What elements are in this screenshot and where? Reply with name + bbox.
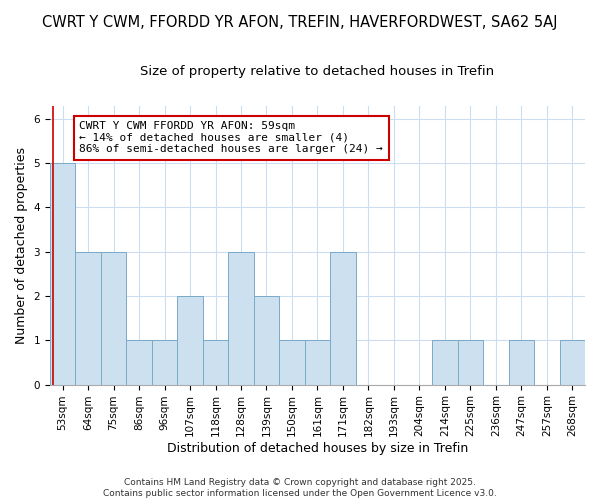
Bar: [50, 163, 76, 384]
Text: CWRT Y CWM FFORDD YR AFON: 59sqm
← 14% of detached houses are smaller (4)
86% of: CWRT Y CWM FFORDD YR AFON: 59sqm ← 14% o…: [79, 121, 383, 154]
Bar: [127, 340, 152, 384]
Bar: [152, 340, 178, 384]
Bar: [509, 340, 534, 384]
Bar: [305, 340, 330, 384]
X-axis label: Distribution of detached houses by size in Trefin: Distribution of detached houses by size …: [167, 442, 468, 455]
Text: Contains HM Land Registry data © Crown copyright and database right 2025.
Contai: Contains HM Land Registry data © Crown c…: [103, 478, 497, 498]
Bar: [101, 252, 127, 384]
Bar: [178, 296, 203, 384]
Bar: [458, 340, 483, 384]
Text: CWRT Y CWM, FFORDD YR AFON, TREFIN, HAVERFORDWEST, SA62 5AJ: CWRT Y CWM, FFORDD YR AFON, TREFIN, HAVE…: [42, 15, 558, 30]
Y-axis label: Number of detached properties: Number of detached properties: [15, 146, 28, 344]
Bar: [432, 340, 458, 384]
Bar: [203, 340, 228, 384]
Title: Size of property relative to detached houses in Trefin: Size of property relative to detached ho…: [140, 65, 494, 78]
Bar: [279, 340, 305, 384]
Bar: [330, 252, 356, 384]
Bar: [76, 252, 101, 384]
Bar: [560, 340, 585, 384]
Bar: [254, 296, 279, 384]
Bar: [228, 252, 254, 384]
